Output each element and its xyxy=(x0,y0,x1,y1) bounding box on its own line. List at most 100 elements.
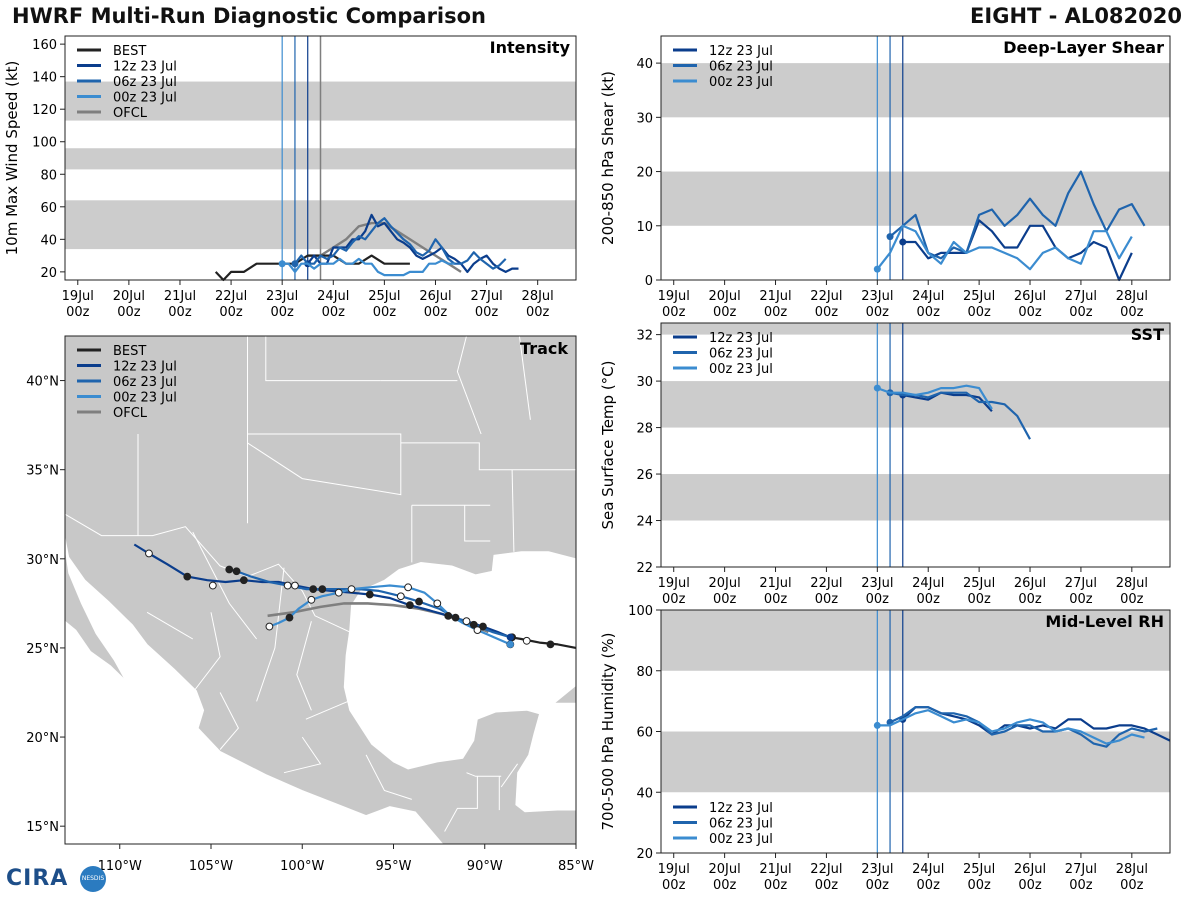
intensity-series-start xyxy=(278,260,286,268)
track-marker xyxy=(415,597,423,606)
sst-xtick-sublabel: 00z xyxy=(764,592,788,607)
track-land-baja xyxy=(64,526,126,681)
track-marker xyxy=(444,611,453,620)
intensity-frame xyxy=(64,35,577,281)
sst-xtick-sublabel: 00z xyxy=(815,592,839,607)
track-ytick-label: 40°N xyxy=(26,375,59,390)
intensity-xtick-sublabel: 00z xyxy=(168,305,192,320)
sst-xtick-label: 19Jul xyxy=(658,576,690,591)
rh-xtick-label: 23Jul xyxy=(861,862,893,877)
shear-band xyxy=(661,63,1170,118)
track-marker xyxy=(232,567,241,576)
shear-frame xyxy=(660,35,1171,281)
track-border xyxy=(466,772,502,777)
sst-legend-label: 06z 23 Jul xyxy=(709,347,773,362)
rh-xtick-label: 28Jul xyxy=(1116,862,1148,877)
track-legend-label: 12z 23 Jul xyxy=(113,360,177,375)
track-legend-label: 06z 23 Jul xyxy=(113,375,177,390)
sst-xtick-sublabel: 00z xyxy=(662,592,686,607)
track-marker xyxy=(334,588,343,597)
rh-ytick-label: 20 xyxy=(636,847,653,862)
sst-series-start xyxy=(873,384,881,392)
shear-xtick-sublabel: 00z xyxy=(1069,305,1093,320)
intensity-ytick-label: 60 xyxy=(40,201,57,216)
intensity-xtick-label: 27Jul xyxy=(470,289,502,304)
track-border xyxy=(256,567,285,702)
track-marker xyxy=(546,640,555,649)
shear-xtick-label: 19Jul xyxy=(658,289,690,304)
track-marker xyxy=(469,620,478,629)
track-legend-label: OFCL xyxy=(113,406,148,421)
track-legend-label: 00z 23 Jul xyxy=(113,391,177,406)
track-marker xyxy=(473,626,482,635)
sst-ytick-label: 32 xyxy=(636,329,653,344)
track-start xyxy=(506,640,514,648)
shear-series-run12 xyxy=(902,219,1133,282)
intensity-ytick-label: 140 xyxy=(32,71,57,86)
shear-xtick-sublabel: 00z xyxy=(967,305,991,320)
track-ytick-label: 35°N xyxy=(26,464,59,479)
rh-xtick-sublabel: 00z xyxy=(1018,878,1042,893)
intensity-xtick-label: 20Jul xyxy=(113,289,145,304)
sst-xtick-label: 20Jul xyxy=(709,576,741,591)
intensity-ytick-label: 20 xyxy=(40,266,57,281)
intensity-xtick-label: 23Jul xyxy=(266,289,298,304)
shear-xtick-sublabel: 00z xyxy=(815,305,839,320)
intensity-legend-label: 06z 23 Jul xyxy=(113,75,177,90)
track-border xyxy=(464,505,491,542)
intensity-panel: 2040608010012014016019Jul00z20Jul00z21Ju… xyxy=(3,35,577,320)
track-xtick-label: 100°W xyxy=(280,859,324,874)
shear-ylabel: 200-850 hPa Shear (kt) xyxy=(599,71,617,245)
track-border xyxy=(219,692,239,750)
intensity-series-run12 xyxy=(306,213,519,273)
track-legend-label: BEST xyxy=(113,344,146,359)
shear-xtick-label: 20Jul xyxy=(709,289,741,304)
rh-legend-label: 12z 23 Jul xyxy=(709,801,773,816)
track-frame xyxy=(64,335,577,845)
rh-ylabel: 700-500 hPa Humidity (%) xyxy=(599,632,617,830)
sst-ylabel: Sea Surface Temp (°C) xyxy=(599,360,617,529)
shear-xtick-label: 27Jul xyxy=(1065,289,1097,304)
rh-xtick-sublabel: 00z xyxy=(764,878,788,893)
track-marker xyxy=(265,622,274,631)
intensity-title: Intensity xyxy=(490,38,571,57)
track-marker xyxy=(433,599,442,608)
sst-band xyxy=(661,474,1170,521)
sst-ytick-label: 24 xyxy=(636,515,653,530)
rh-xtick-sublabel: 00z xyxy=(1120,878,1144,893)
track-start xyxy=(506,633,514,641)
rh-title: Mid-Level RH xyxy=(1045,612,1164,631)
rh-xtick-label: 25Jul xyxy=(963,862,995,877)
intensity-xtick-sublabel: 00z xyxy=(373,305,397,320)
track-marker xyxy=(365,590,374,599)
rh-xtick-label: 20Jul xyxy=(709,862,741,877)
shear-ytick-label: 20 xyxy=(636,166,653,181)
sst-ytick-label: 30 xyxy=(636,375,653,390)
shear-xtick-sublabel: 00z xyxy=(764,305,788,320)
shear-xtick-sublabel: 00z xyxy=(917,305,941,320)
intensity-xtick-label: 28Jul xyxy=(522,289,554,304)
intensity-ytick-label: 80 xyxy=(40,168,57,183)
track-border xyxy=(265,336,381,382)
intensity-legend-label: 12z 23 Jul xyxy=(113,60,177,75)
track-marker xyxy=(396,592,405,601)
sst-xtick-sublabel: 00z xyxy=(917,592,941,607)
intensity-xtick-label: 25Jul xyxy=(368,289,400,304)
track-border xyxy=(500,763,519,788)
track-xtick-label: 95°W xyxy=(376,859,412,874)
rh-xtick-label: 21Jul xyxy=(759,862,791,877)
shear-xtick-sublabel: 00z xyxy=(1120,305,1144,320)
chart-title: HWRF Multi-Run Diagnostic Comparison xyxy=(12,4,487,28)
intensity-xtick-label: 19Jul xyxy=(62,289,94,304)
track-series-best xyxy=(510,636,577,649)
shear-ytick-label: 10 xyxy=(636,220,653,235)
storm-id: EIGHT - AL082020 xyxy=(970,4,1182,28)
track-border xyxy=(192,612,221,693)
intensity-xtick-sublabel: 00z xyxy=(322,305,346,320)
sst-legend-label: 12z 23 Jul xyxy=(709,331,773,346)
track-marker xyxy=(479,622,487,631)
intensity-xtick-sublabel: 00z xyxy=(475,305,499,320)
sst-panel: 22242628303219Jul00z20Jul00z21Jul00z22Ju… xyxy=(599,322,1171,607)
sst-band xyxy=(661,381,1170,428)
